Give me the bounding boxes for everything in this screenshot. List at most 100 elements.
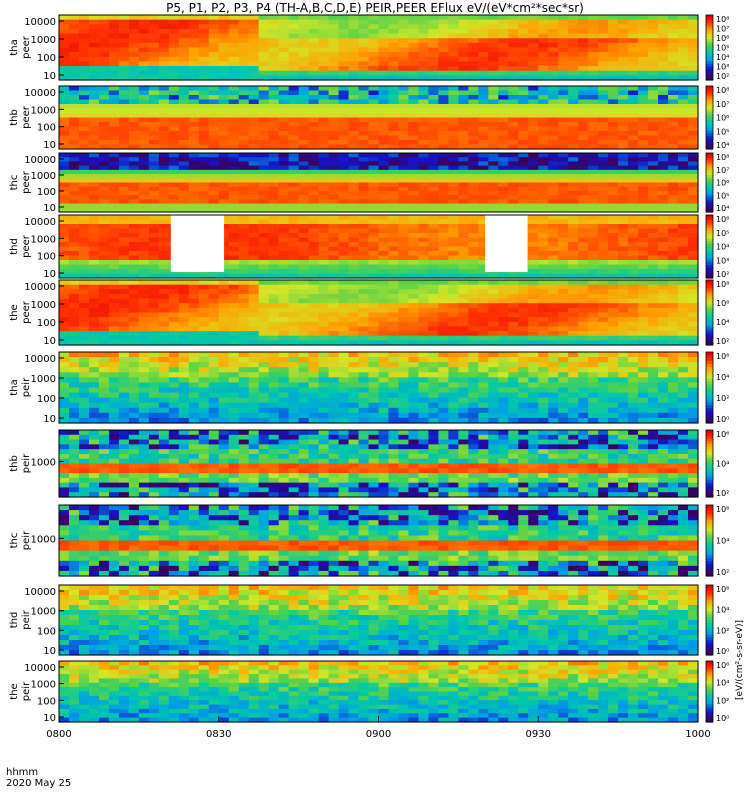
heat-cell — [548, 335, 559, 341]
heat-cell — [98, 157, 110, 163]
heat-cell — [398, 28, 410, 35]
heat-cell — [548, 269, 559, 275]
heat-cell — [428, 131, 439, 137]
heat-cell — [318, 284, 330, 290]
heat-cell — [98, 233, 110, 239]
heat-cell — [348, 56, 360, 63]
heat-cell — [198, 372, 210, 378]
heat-cell — [678, 169, 689, 175]
heat-cell — [448, 52, 459, 58]
heat-cell — [298, 174, 310, 179]
heat-cell — [538, 215, 549, 221]
heat-cell — [478, 219, 489, 225]
heat-cell — [248, 357, 260, 363]
heat-cell — [498, 99, 509, 105]
heat-cell — [158, 303, 170, 309]
heat-cell — [548, 298, 559, 304]
heat-cell — [59, 224, 70, 230]
heat-cell — [178, 357, 190, 363]
heat-cell — [388, 47, 400, 53]
heat-cell — [298, 303, 310, 309]
heat-cell — [628, 161, 639, 167]
heat-cell — [488, 169, 499, 175]
heat-cell — [368, 42, 380, 49]
heat-cell — [488, 321, 499, 328]
heat-cell — [538, 126, 549, 132]
heat-cell — [188, 412, 200, 419]
heat-cell — [168, 387, 180, 394]
heat-cell — [398, 161, 410, 167]
heat-cell — [128, 242, 140, 248]
heat-cell — [538, 219, 549, 225]
heat-cell — [348, 219, 360, 225]
heat-cell — [258, 161, 270, 167]
heat-cell — [498, 174, 509, 179]
heat-cell — [368, 174, 380, 179]
heat-cell — [138, 340, 150, 346]
heat-cell — [408, 303, 420, 309]
heat-cell — [338, 24, 350, 30]
heat-cell — [578, 255, 589, 261]
heat-cell — [388, 186, 400, 192]
heat-cell — [518, 122, 529, 128]
heat-cell — [338, 190, 350, 196]
heat-cell — [268, 362, 280, 368]
heat-cell — [608, 260, 619, 266]
heat-cell — [328, 190, 340, 196]
heat-cell — [568, 298, 579, 304]
heat-cell — [208, 326, 220, 332]
heat-cell — [388, 104, 400, 110]
colorbar-segment — [706, 315, 713, 319]
colorbar-segment — [706, 28, 713, 32]
heat-cell — [398, 131, 410, 137]
colorbar-segment — [706, 207, 713, 211]
heat-cell — [588, 255, 599, 261]
heat-cell — [588, 161, 599, 167]
heat-cell — [538, 312, 549, 318]
heat-cell — [648, 104, 659, 110]
heat-cell — [88, 260, 100, 266]
heat-cell — [248, 331, 260, 337]
heat-cell — [108, 33, 120, 39]
heat-cell — [548, 108, 559, 114]
heat-cell — [308, 298, 320, 304]
heat-cell — [178, 321, 190, 328]
heat-cell — [668, 56, 679, 63]
heat-cell — [118, 169, 130, 175]
heat-cell — [238, 307, 250, 314]
heat-cell — [258, 264, 270, 270]
heat-cell — [518, 303, 529, 309]
heat-cell — [648, 298, 659, 304]
heat-cell — [388, 153, 400, 158]
heat-cell — [668, 317, 679, 323]
heat-cell — [538, 104, 549, 110]
heat-cell — [628, 174, 639, 179]
colorbar-segment — [706, 135, 713, 140]
heat-cell — [328, 228, 340, 234]
heat-cell — [328, 340, 340, 346]
heat-cell — [118, 417, 130, 424]
heat-cell — [608, 317, 619, 323]
colorbar-segment — [706, 155, 713, 159]
heat-cell — [188, 144, 200, 150]
heat-cell — [648, 207, 659, 213]
heat-cell — [238, 178, 250, 184]
heat-cell — [458, 47, 469, 53]
heat-cell — [438, 95, 449, 101]
heat-cell — [59, 362, 70, 368]
heat-cell — [558, 219, 569, 225]
heat-cell — [368, 269, 380, 275]
heat-cell — [598, 24, 609, 30]
heat-cell — [538, 153, 549, 158]
heat-cell — [538, 144, 549, 150]
heat-cell — [278, 140, 290, 146]
heat-cell — [318, 75, 330, 81]
heat-cell — [388, 321, 400, 328]
heat-cell — [188, 307, 200, 314]
heat-cell — [368, 33, 380, 39]
heat-cell — [448, 298, 459, 304]
heat-cell — [108, 24, 120, 30]
heat-cell — [268, 255, 280, 261]
heat-cell — [418, 298, 430, 304]
heat-cell — [378, 47, 390, 53]
